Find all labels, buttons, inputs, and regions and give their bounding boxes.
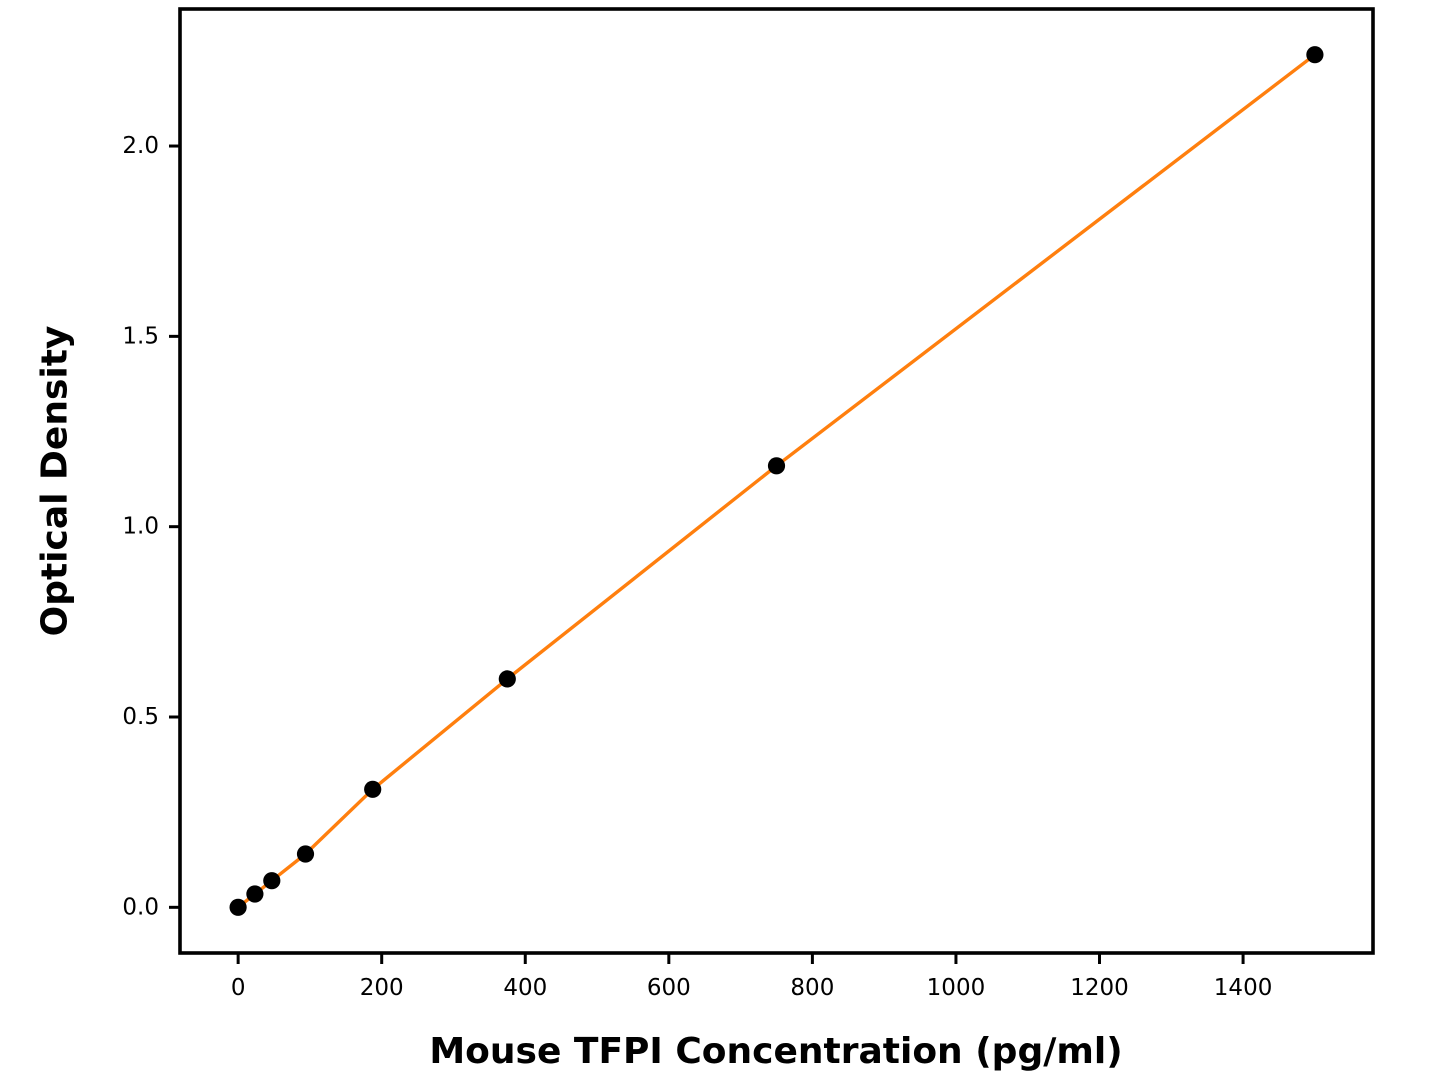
data-line (236, 53, 1317, 909)
data-point (246, 885, 264, 903)
y-tick-label: 0.5 (122, 704, 159, 730)
x-axis-title: Mouse TFPI Concentration (pg/ml) (429, 1031, 1122, 1072)
x-tick-label: 1400 (1214, 975, 1273, 1001)
data-point (767, 457, 786, 475)
y-tick-label: 1.5 (122, 323, 159, 349)
x-tick-label: 0 (231, 975, 246, 1001)
data-point (263, 872, 281, 890)
x-tick-label: 800 (790, 975, 834, 1001)
x-tick-label: 400 (503, 975, 547, 1001)
data-point (229, 898, 247, 916)
y-tick-label: 2.0 (122, 133, 159, 159)
plot-frame (178, 7, 1375, 955)
data-point (296, 845, 315, 863)
x-tick-label: 1000 (927, 975, 986, 1001)
data-point (498, 670, 516, 688)
y-tick-label: 1.0 (122, 514, 159, 540)
data-point (1306, 46, 1324, 64)
x-tick-label: 1200 (1070, 975, 1129, 1001)
x-tick-label: 200 (360, 975, 404, 1001)
data-point (364, 780, 382, 798)
y-axis-title: Optical Density (35, 326, 76, 637)
x-tick-label: 600 (647, 975, 691, 1001)
y-tick-label: 0.0 (122, 894, 159, 920)
